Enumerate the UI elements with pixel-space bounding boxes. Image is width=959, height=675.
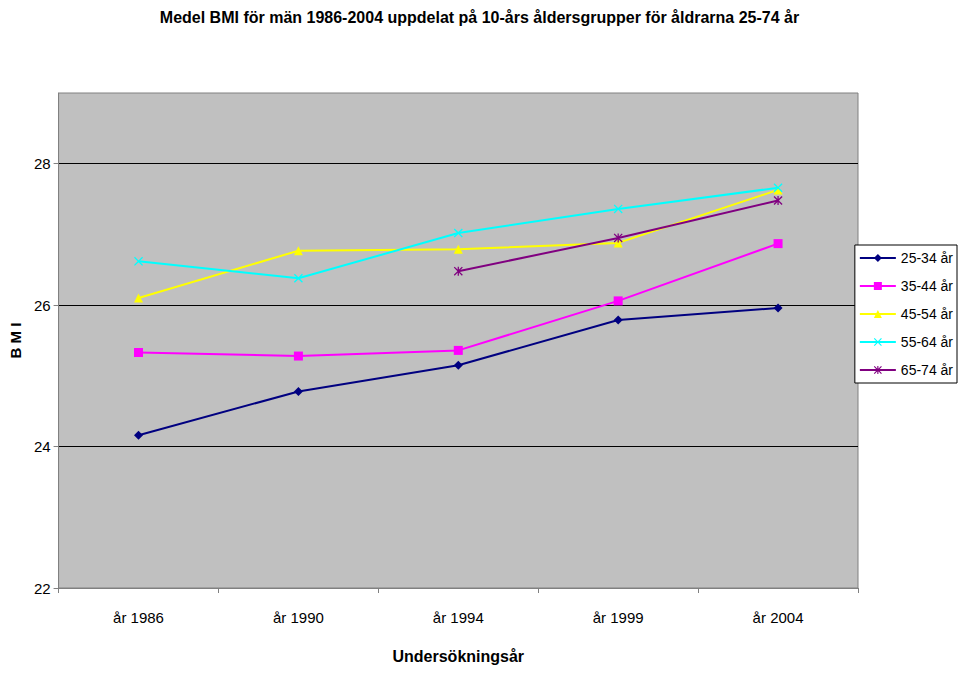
svg-text:28: 28 <box>34 155 51 172</box>
svg-text:Undersökningsår: Undersökningsår <box>392 648 524 665</box>
svg-text:35-44 år: 35-44 år <box>901 278 953 294</box>
svg-text:år 2004: år 2004 <box>753 609 804 626</box>
svg-text:Medel BMI för män 1986-2004 up: Medel BMI för män 1986-2004 uppdelat på … <box>160 9 799 26</box>
svg-text:26: 26 <box>34 297 51 314</box>
svg-text:65-74 år: 65-74 år <box>901 362 953 378</box>
svg-text:B M I: B M I <box>7 323 24 359</box>
svg-text:år 1994: år 1994 <box>433 609 484 626</box>
svg-text:år 1986: år 1986 <box>113 609 164 626</box>
svg-text:24: 24 <box>34 438 51 455</box>
svg-text:år 1990: år 1990 <box>273 609 324 626</box>
svg-text:45-54 år: 45-54 år <box>901 306 953 322</box>
svg-text:22: 22 <box>34 580 51 597</box>
svg-text:år 1999: år 1999 <box>593 609 644 626</box>
svg-text:55-64 år: 55-64 år <box>901 334 953 350</box>
svg-text:25-34 år: 25-34 år <box>901 250 953 266</box>
